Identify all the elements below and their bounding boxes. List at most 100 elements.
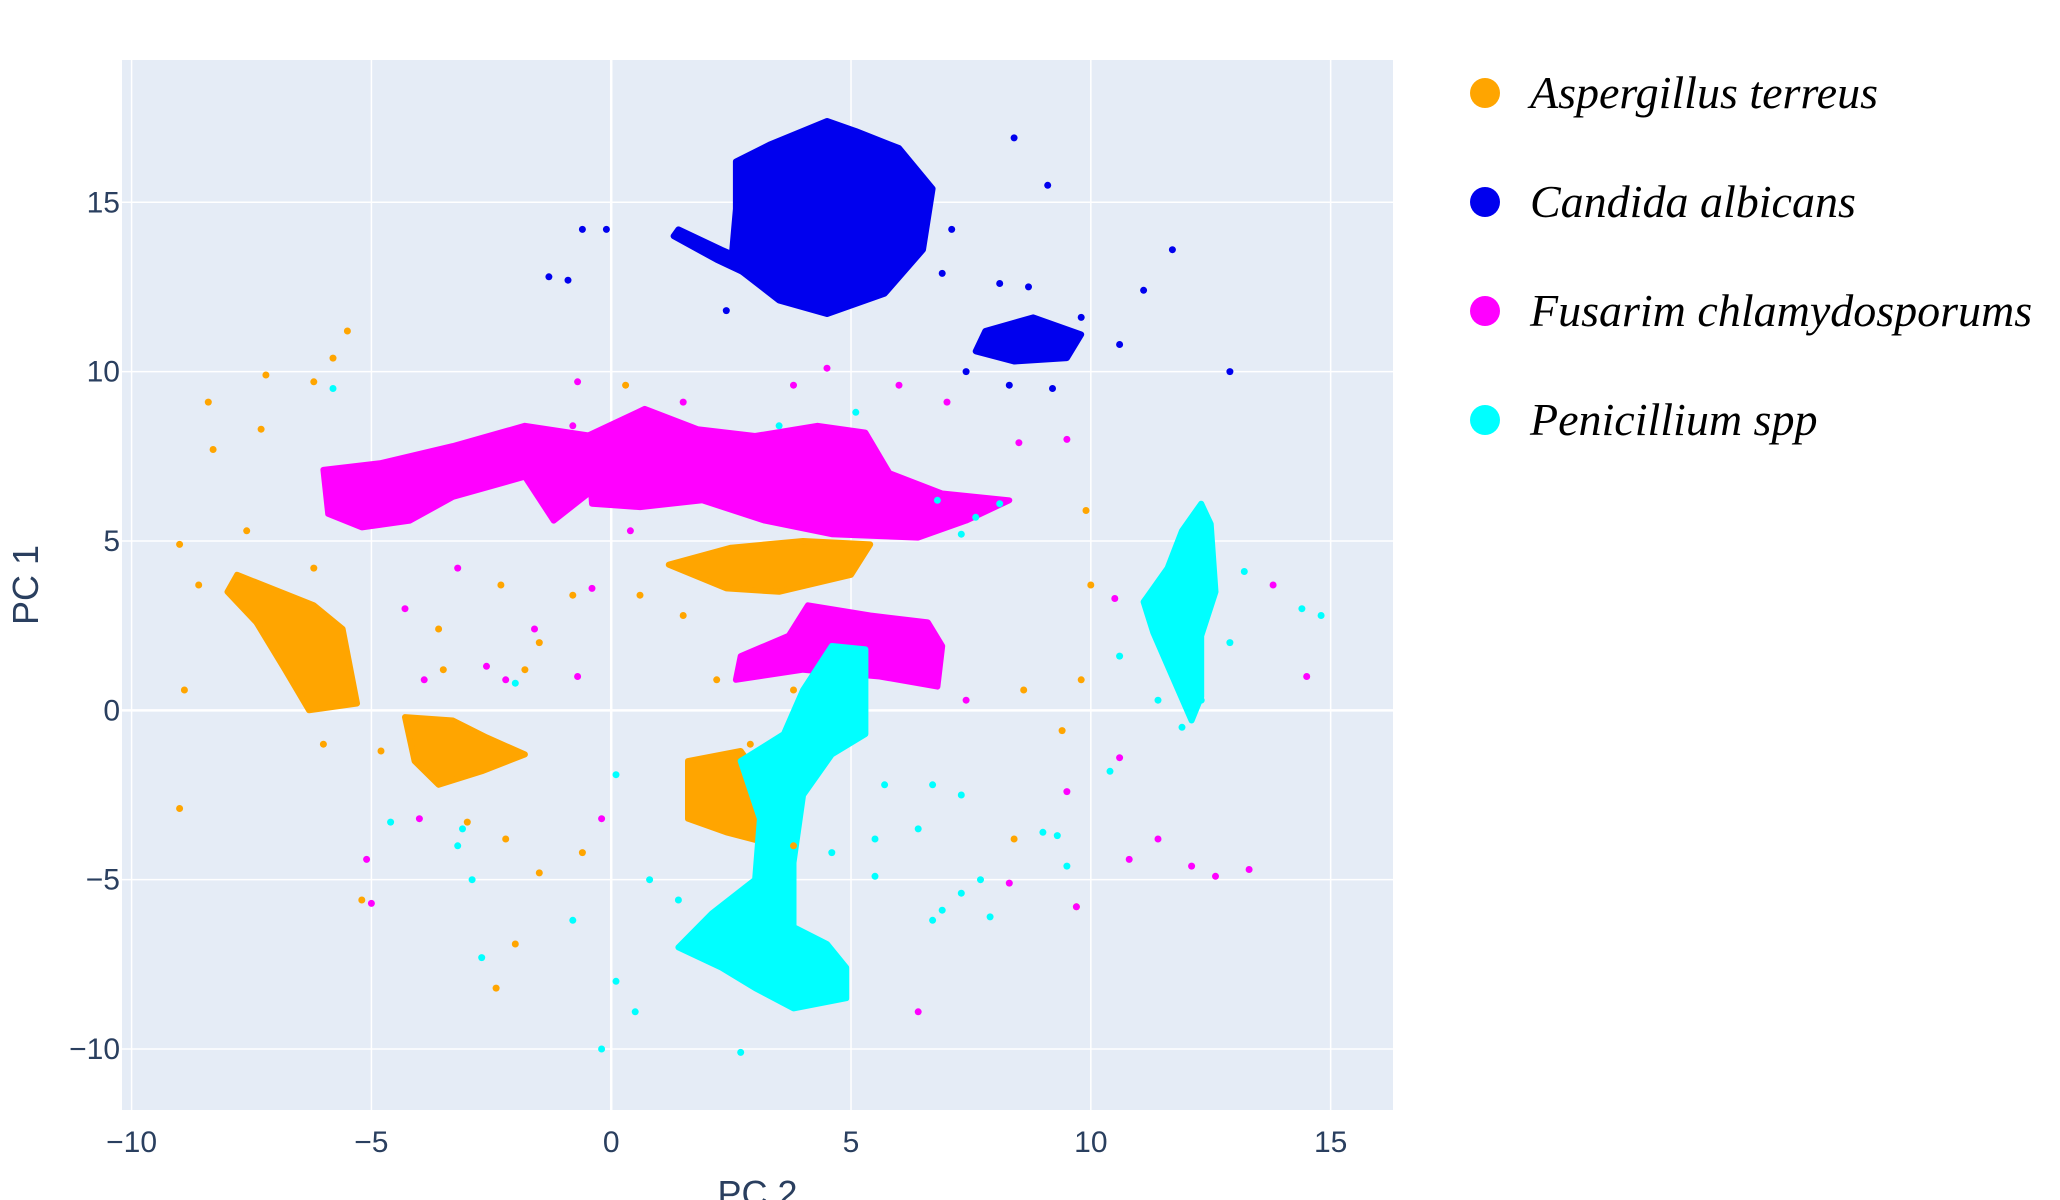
data-clusters xyxy=(224,118,1219,1012)
legend-item[interactable]: Fusarim chlamydosporums xyxy=(1470,285,2032,336)
legend-item[interactable]: Penicillium spp xyxy=(1470,394,1817,445)
data-point xyxy=(790,842,797,850)
data-point xyxy=(310,378,318,386)
data-point xyxy=(929,916,937,924)
legend-item[interactable]: Candida albicans xyxy=(1470,176,1856,227)
data-point xyxy=(343,327,351,335)
data-point xyxy=(1111,595,1119,602)
data-point xyxy=(1116,754,1124,762)
data-point xyxy=(948,225,956,233)
data-point xyxy=(521,666,529,674)
data-point xyxy=(1015,439,1023,447)
data-point xyxy=(1053,832,1061,840)
data-point xyxy=(1212,872,1219,880)
legend-marker xyxy=(1470,187,1500,217)
data-point xyxy=(679,612,687,619)
data-point xyxy=(986,913,994,921)
y-tick-label: −5 xyxy=(86,864,120,897)
data-point xyxy=(1020,686,1028,694)
x-tick-label: −5 xyxy=(354,1126,388,1159)
data-point xyxy=(492,984,500,992)
data-point xyxy=(1049,385,1056,392)
data-point xyxy=(1154,835,1162,843)
data-point xyxy=(363,855,371,863)
data-point xyxy=(1087,581,1095,589)
legend-item[interactable]: Aspergillus terreus xyxy=(1470,67,1878,118)
data-point xyxy=(790,381,797,389)
data-point xyxy=(545,273,553,281)
data-point xyxy=(1044,181,1052,189)
data-point xyxy=(598,815,606,823)
cluster-0-0 xyxy=(224,571,360,714)
data-point xyxy=(454,842,462,850)
data-point xyxy=(1116,652,1124,660)
data-point xyxy=(852,408,860,416)
data-point xyxy=(204,398,212,406)
data-point xyxy=(195,581,203,589)
data-point xyxy=(631,1008,639,1016)
data-point xyxy=(933,496,941,504)
data-point xyxy=(454,564,462,572)
data-point xyxy=(367,899,375,907)
y-axis-title: PC 1 xyxy=(5,545,46,625)
cluster-3-1 xyxy=(1140,500,1219,724)
data-point xyxy=(502,676,510,684)
data-point xyxy=(401,605,409,613)
data-point xyxy=(914,1008,922,1016)
data-point xyxy=(1269,581,1277,589)
legend-label: Fusarim chlamydosporums xyxy=(1529,285,2032,336)
x-tick-label: 5 xyxy=(843,1126,860,1159)
data-point xyxy=(636,591,644,599)
data-point xyxy=(1058,727,1066,735)
data-point xyxy=(737,1048,745,1056)
data-point xyxy=(1010,134,1018,142)
data-points xyxy=(176,134,1325,1056)
data-point xyxy=(463,818,471,826)
data-point xyxy=(1178,723,1186,731)
data-point xyxy=(914,825,922,833)
data-point xyxy=(468,876,476,884)
y-tick-label: 0 xyxy=(103,694,120,727)
cluster-2-0 xyxy=(320,422,600,531)
y-tick-label: 5 xyxy=(103,525,120,558)
legend-marker xyxy=(1470,78,1500,108)
data-point xyxy=(828,849,836,857)
data-point xyxy=(578,225,586,233)
legend[interactable]: Aspergillus terreus Candida albicans Fusar… xyxy=(1470,67,2032,445)
data-point xyxy=(483,662,490,670)
x-tick-label: 15 xyxy=(1314,1126,1347,1159)
data-point xyxy=(1005,879,1013,887)
data-point xyxy=(602,225,610,233)
data-point xyxy=(1168,246,1176,254)
data-point xyxy=(881,781,889,789)
data-point xyxy=(646,876,654,884)
data-point xyxy=(674,896,682,904)
data-point xyxy=(1077,313,1085,321)
legend-marker xyxy=(1470,405,1500,435)
data-point xyxy=(1025,283,1032,291)
y-tick-label: 15 xyxy=(87,186,120,219)
data-point xyxy=(938,906,946,914)
data-point xyxy=(957,889,965,897)
cluster-3-0 xyxy=(675,643,869,1012)
data-point xyxy=(535,869,543,877)
data-point xyxy=(262,371,270,379)
data-point xyxy=(415,815,423,823)
data-point xyxy=(564,276,572,284)
data-point xyxy=(257,425,265,433)
data-point xyxy=(329,354,337,362)
data-point xyxy=(569,591,577,599)
data-point xyxy=(1240,568,1248,575)
legend-label: Candida albicans xyxy=(1530,176,1856,227)
data-point xyxy=(478,954,486,962)
data-point xyxy=(535,639,543,647)
data-point xyxy=(622,381,630,389)
data-point xyxy=(977,876,984,884)
data-point xyxy=(176,540,184,548)
data-point xyxy=(1303,673,1311,680)
data-point xyxy=(1154,696,1162,704)
data-point xyxy=(511,940,519,948)
data-point xyxy=(569,422,577,430)
data-point xyxy=(962,696,970,704)
